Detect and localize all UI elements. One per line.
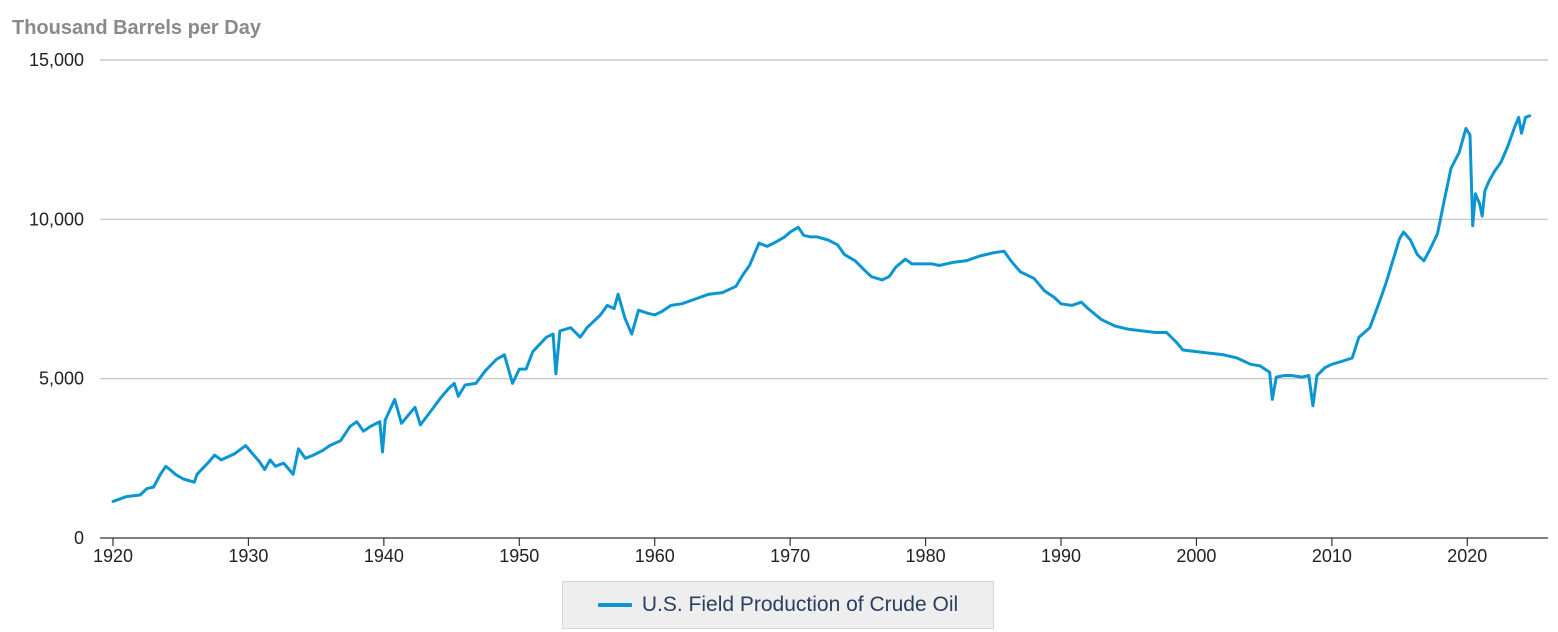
y-tick-label: 15,000 — [29, 50, 84, 70]
legend[interactable]: U.S. Field Production of Crude Oil — [562, 581, 994, 629]
x-tick-label: 1930 — [228, 546, 268, 566]
y-axis-title: Thousand Barrels per Day — [12, 17, 262, 39]
x-tick-label: 1980 — [906, 546, 946, 566]
y-tick-label: 5,000 — [39, 369, 84, 389]
x-tick-label: 1920 — [93, 546, 133, 566]
legend-swatch — [597, 603, 632, 607]
x-tick-label: 1970 — [770, 546, 810, 566]
x-tick-label: 1940 — [364, 546, 404, 566]
series-layer — [111, 114, 1532, 503]
x-tick-label: 2020 — [1447, 546, 1487, 566]
x-tick-label: 2010 — [1312, 546, 1352, 566]
series-line-crude-oil[interactable] — [111, 114, 1532, 503]
x-tick-label: 2000 — [1176, 546, 1216, 566]
x-tick-label: 1990 — [1041, 546, 1081, 566]
legend-label-crude-oil: U.S. Field Production of Crude Oil — [641, 593, 959, 616]
x-tick-label: 1960 — [635, 546, 675, 566]
x-axis: 1920 1930 1940 1950 1960 1970 1980 1990 2000 2010… — [93, 537, 1548, 566]
x-tick-label: 1950 — [499, 546, 539, 566]
gridlines — [100, 59, 1548, 380]
y-tick-label: 10,000 — [29, 209, 84, 229]
y-axis-ticks: 0 5,000 10,000 15,000 — [29, 50, 84, 548]
y-tick-label: 0 — [74, 528, 84, 548]
